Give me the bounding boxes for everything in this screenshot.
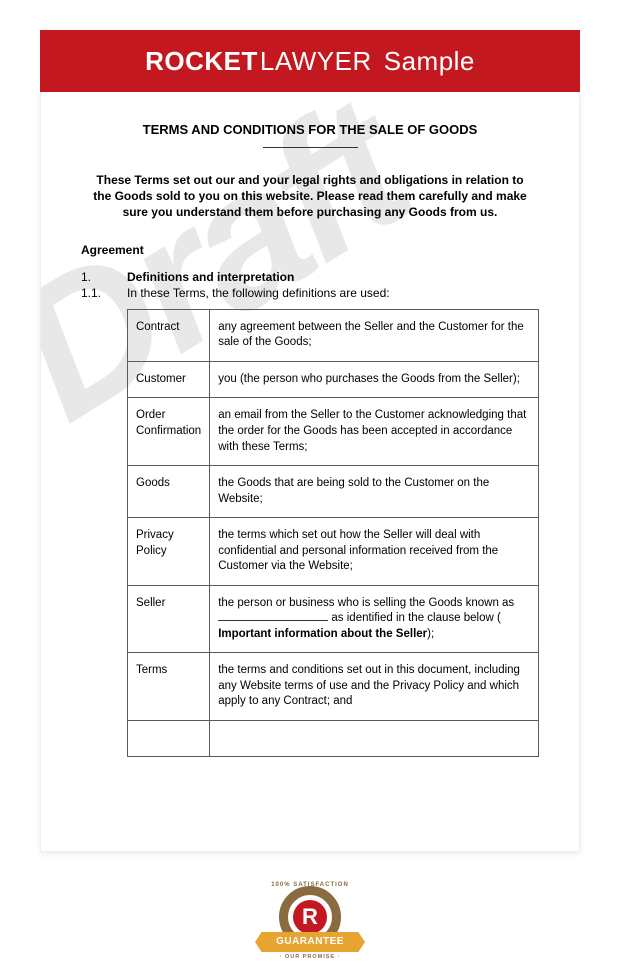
document-page: Draft TERMS AND CONDITIONS FOR THE SALE … <box>40 92 580 852</box>
table-row: Contract any agreement between the Selle… <box>128 309 539 361</box>
brand-bold-text: ROCKET <box>145 46 258 77</box>
document-title: TERMS AND CONDITIONS FOR THE SALE OF GOO… <box>81 122 539 137</box>
term-cell: Seller <box>128 585 210 653</box>
brand-logo: ROCKETLAWYER Sample <box>145 46 475 77</box>
definition-cell: the terms which set out how the Seller w… <box>210 518 539 586</box>
clause-1: 1. Definitions and interpretation <box>81 269 539 285</box>
definitions-table: Contract any agreement between the Selle… <box>127 309 539 757</box>
clause-number: 1.1. <box>81 285 127 301</box>
term-cell <box>128 720 210 757</box>
table-row: Customer you (the person who purchases t… <box>128 361 539 398</box>
seller-def-prefix: the person or business who is selling th… <box>218 597 514 609</box>
blank-field <box>218 620 328 621</box>
title-underline <box>263 147 358 148</box>
table-row <box>128 720 539 757</box>
table-row: Goods the Goods that are being sold to t… <box>128 466 539 518</box>
clause-1-1: 1.1. In these Terms, the following defin… <box>81 285 539 301</box>
definition-cell: you (the person who purchases the Goods … <box>210 361 539 398</box>
definition-cell: the person or business who is selling th… <box>210 585 539 653</box>
definition-cell: the Goods that are being sold to the Cus… <box>210 466 539 518</box>
brand-light-text: LAWYER <box>260 46 372 77</box>
document-content: TERMS AND CONDITIONS FOR THE SALE OF GOO… <box>81 122 539 757</box>
table-row: Privacy Policy the terms which set out h… <box>128 518 539 586</box>
badge-letter: R <box>293 900 327 934</box>
clause-title: Definitions and interpretation <box>127 269 539 285</box>
term-cell: Customer <box>128 361 210 398</box>
seller-def-suffix: ); <box>427 628 434 640</box>
seller-def-mid: as identified in the clause below ( <box>328 612 501 624</box>
definition-cell <box>210 720 539 757</box>
definition-cell: an email from the Seller to the Customer… <box>210 398 539 466</box>
definition-cell: any agreement between the Seller and the… <box>210 309 539 361</box>
intro-paragraph: These Terms set out our and your legal r… <box>81 172 539 221</box>
agreement-heading: Agreement <box>81 243 539 257</box>
table-row: Seller the person or business who is sel… <box>128 585 539 653</box>
guarantee-badge: 100% SATISFACTION R GUARANTEE · OUR PROM… <box>0 882 620 972</box>
header-banner: ROCKETLAWYER Sample <box>40 30 580 92</box>
term-cell: Terms <box>128 653 210 721</box>
clause-text: In these Terms, the following definition… <box>127 285 539 301</box>
seller-def-bold: Important information about the Seller <box>218 628 427 640</box>
table-row: Order Confirmation an email from the Sel… <box>128 398 539 466</box>
definition-cell: the terms and conditions set out in this… <box>210 653 539 721</box>
term-cell: Goods <box>128 466 210 518</box>
term-cell: Contract <box>128 309 210 361</box>
clause-number: 1. <box>81 269 127 285</box>
term-cell: Privacy Policy <box>128 518 210 586</box>
sample-label: Sample <box>384 46 475 77</box>
table-row: Terms the terms and conditions set out i… <box>128 653 539 721</box>
badge-subtext: · OUR PROMISE · <box>255 954 365 960</box>
term-cell: Order Confirmation <box>128 398 210 466</box>
badge-ribbon: GUARANTEE <box>255 932 365 952</box>
